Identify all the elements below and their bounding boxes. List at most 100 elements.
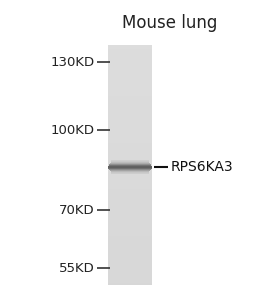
- Bar: [108, 55, 152, 57]
- Bar: [108, 157, 152, 158]
- Bar: [108, 63, 152, 65]
- Bar: [108, 161, 152, 162]
- Bar: [108, 192, 152, 194]
- Bar: [108, 116, 152, 117]
- Bar: [108, 138, 152, 140]
- Bar: [108, 88, 152, 89]
- Bar: [108, 196, 152, 198]
- Bar: [108, 226, 152, 227]
- Bar: [108, 275, 152, 277]
- Bar: [108, 123, 152, 124]
- Bar: [108, 250, 152, 251]
- Bar: [108, 149, 152, 150]
- Bar: [108, 97, 152, 98]
- Bar: [108, 164, 152, 165]
- Bar: [108, 142, 152, 144]
- Bar: [108, 269, 152, 270]
- Bar: [108, 130, 152, 132]
- Bar: [108, 64, 152, 65]
- Bar: [108, 232, 152, 233]
- Bar: [108, 229, 152, 230]
- Bar: [108, 70, 152, 72]
- Bar: [108, 243, 152, 245]
- Bar: [108, 189, 152, 191]
- Bar: [108, 146, 152, 147]
- Bar: [108, 73, 152, 74]
- Bar: [108, 272, 152, 273]
- Bar: [108, 69, 152, 70]
- Bar: [108, 230, 152, 231]
- Bar: [108, 46, 152, 47]
- Bar: [108, 153, 152, 154]
- Bar: [108, 60, 152, 62]
- Bar: [108, 186, 152, 187]
- Bar: [108, 162, 152, 163]
- Bar: [108, 98, 152, 99]
- Bar: [108, 253, 152, 254]
- Bar: [108, 177, 152, 178]
- Bar: [108, 228, 152, 230]
- Bar: [108, 267, 152, 268]
- Bar: [108, 224, 152, 226]
- Bar: [108, 227, 152, 229]
- Bar: [108, 209, 152, 211]
- Bar: [108, 213, 152, 215]
- Bar: [108, 103, 152, 104]
- Bar: [108, 45, 152, 46]
- Bar: [108, 177, 152, 178]
- Bar: [108, 171, 152, 172]
- Bar: [108, 90, 152, 92]
- Bar: [108, 87, 152, 88]
- Bar: [108, 261, 152, 262]
- Bar: [108, 92, 152, 93]
- Bar: [108, 263, 152, 265]
- Text: Mouse lung: Mouse lung: [122, 14, 218, 32]
- Bar: [108, 239, 152, 240]
- Bar: [108, 66, 152, 67]
- Bar: [108, 255, 152, 257]
- Bar: [108, 133, 152, 135]
- Bar: [108, 104, 152, 105]
- Bar: [108, 51, 152, 53]
- Bar: [108, 54, 152, 55]
- Bar: [108, 50, 152, 52]
- Bar: [108, 185, 152, 187]
- Bar: [108, 249, 152, 250]
- Bar: [108, 161, 152, 162]
- Bar: [108, 247, 152, 248]
- Bar: [108, 147, 152, 148]
- Bar: [108, 259, 152, 261]
- Bar: [108, 167, 152, 168]
- Bar: [108, 82, 152, 84]
- Bar: [108, 195, 152, 196]
- Bar: [108, 214, 152, 215]
- Bar: [108, 222, 152, 223]
- Bar: [108, 106, 152, 108]
- Bar: [108, 129, 152, 130]
- Bar: [108, 47, 152, 49]
- Bar: [108, 220, 152, 222]
- Bar: [108, 119, 152, 120]
- Bar: [108, 255, 152, 256]
- Bar: [108, 65, 152, 66]
- Bar: [108, 115, 152, 116]
- Bar: [108, 151, 152, 152]
- Bar: [108, 207, 152, 208]
- Bar: [108, 132, 152, 133]
- Bar: [108, 273, 152, 274]
- Bar: [108, 240, 152, 241]
- Bar: [108, 283, 152, 285]
- Bar: [108, 131, 152, 132]
- Bar: [108, 215, 152, 216]
- Bar: [108, 86, 152, 88]
- Bar: [108, 192, 152, 193]
- Bar: [108, 129, 152, 131]
- Bar: [108, 246, 152, 247]
- Bar: [108, 244, 152, 245]
- Text: 70KD: 70KD: [59, 203, 95, 217]
- Bar: [108, 201, 152, 203]
- Bar: [108, 175, 152, 176]
- Bar: [108, 136, 152, 138]
- Bar: [108, 78, 152, 80]
- Bar: [108, 150, 152, 151]
